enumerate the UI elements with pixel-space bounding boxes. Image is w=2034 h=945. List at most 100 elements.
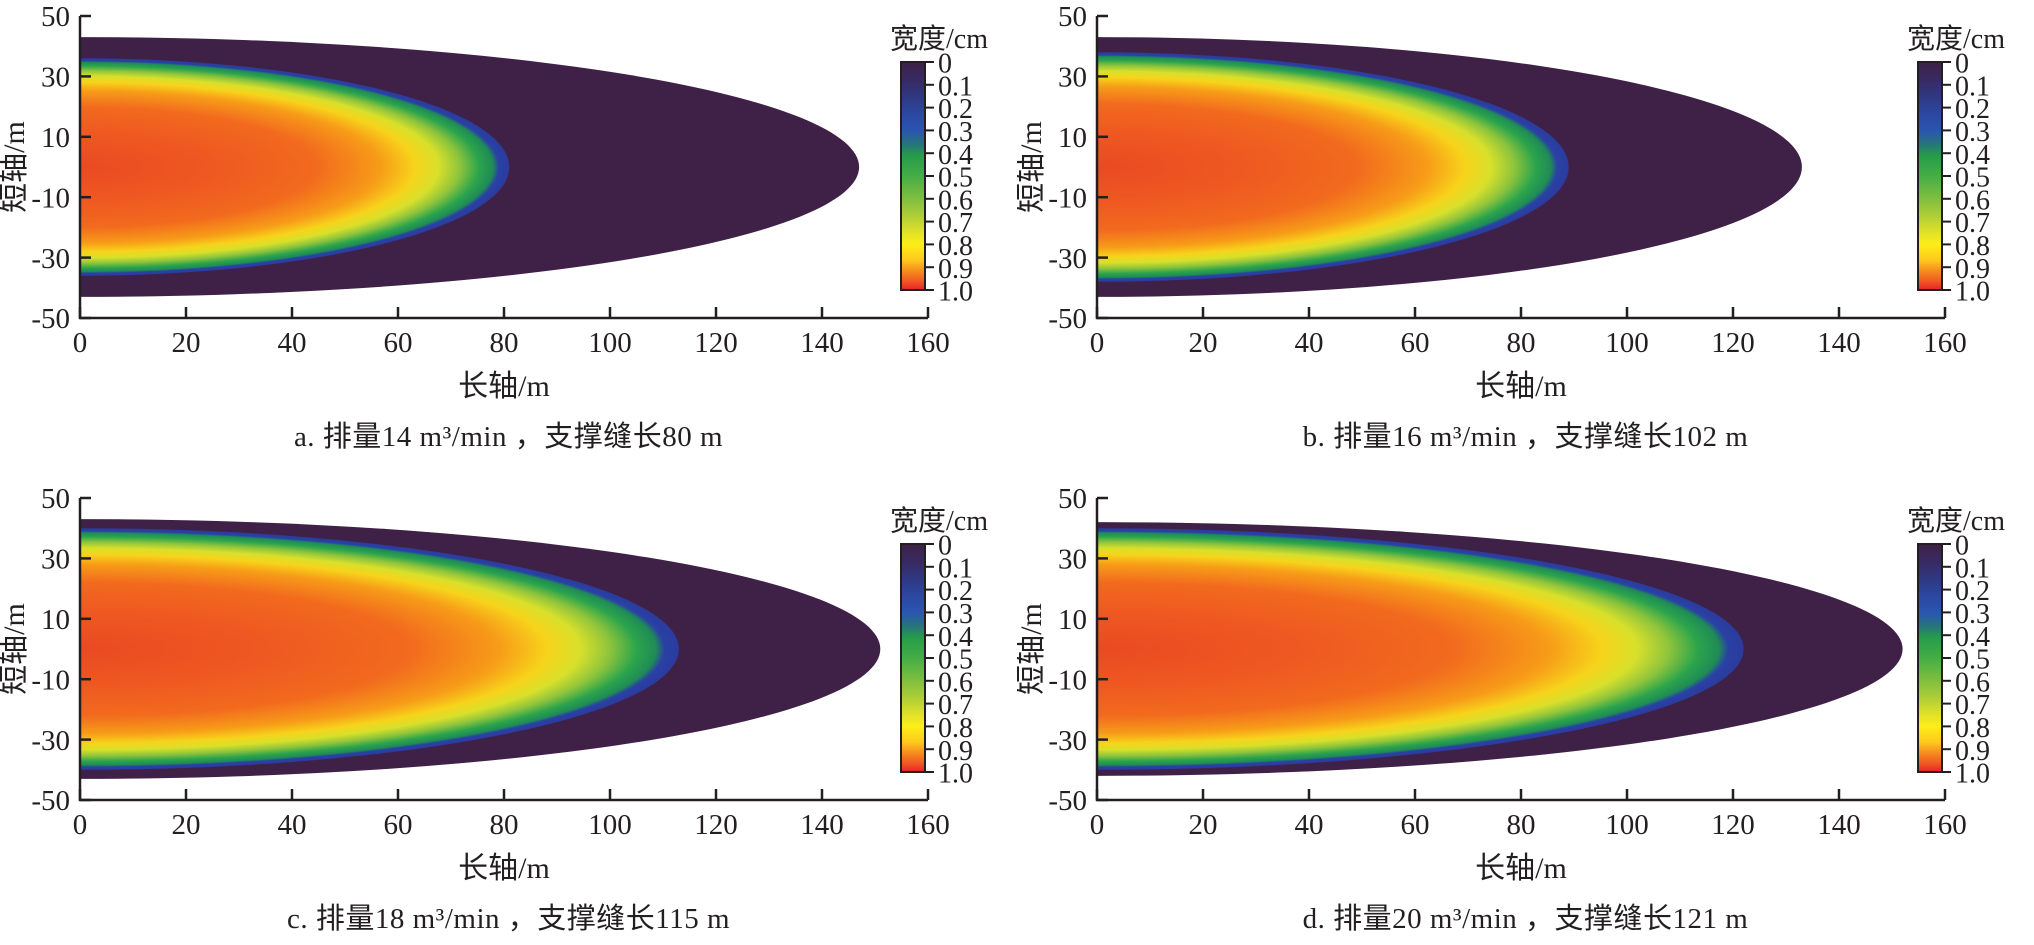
- y-axis-title: 短轴/m: [1017, 121, 1048, 213]
- x-axis-title: 长轴/m: [1475, 370, 1567, 403]
- colorbar-title: 宽度/cm: [1907, 505, 2005, 537]
- fracture-map: [80, 519, 881, 779]
- fracture-map: [1097, 522, 1903, 776]
- colorbar-tick-label: 0.8: [938, 713, 973, 744]
- x-axis-title: 长轴/m: [1475, 852, 1567, 885]
- y-tick-label: -10: [1048, 182, 1087, 214]
- x-tick-label: 60: [1401, 327, 1430, 359]
- panel-a: 0 20 40 60 80 100 120 140 160 50 30 10 -10 -30 -50 长轴/m…: [0, 0, 1017, 472]
- colorbar-tick-label: 0.1: [938, 553, 973, 584]
- colorbar-tick-label: 0.1: [1955, 71, 1990, 102]
- x-tick-label: 100: [1605, 327, 1649, 359]
- colorbar-title: 宽度/cm: [890, 23, 988, 55]
- y-tick-label: 10: [1058, 122, 1087, 154]
- propped-region: [1097, 52, 1569, 282]
- colorbar-tick-label: 0.4: [1955, 140, 1990, 171]
- colorbar-gradient: [1917, 61, 1943, 291]
- fracture-map: [1097, 37, 1802, 297]
- colorbar-tick-label: 0.2: [1955, 94, 1990, 125]
- x-tick-label: 60: [1401, 809, 1430, 841]
- colorbar-gradient: [1917, 543, 1943, 773]
- colorbar-tick-label: 0: [938, 49, 952, 80]
- x-tick-label: 140: [800, 809, 844, 841]
- y-tick-label: -30: [31, 725, 70, 757]
- colorbar-tick-label: 0: [1955, 49, 1969, 80]
- caption-d: d. 排量20 m³/min ，支撑缝长121 m: [1302, 903, 1749, 935]
- propped-region: [80, 528, 679, 770]
- colorbar: 00.10.20.30.40.50.60.70.80.91.0 宽度/cm: [890, 23, 988, 308]
- x-tick-label: 160: [906, 327, 950, 359]
- y-tick-label: 50: [1058, 483, 1087, 515]
- y-tick-label: 10: [41, 604, 70, 636]
- colorbar-tick-label: 0.5: [938, 645, 973, 676]
- x-tick-label: 160: [906, 809, 950, 841]
- colorbar-tick-label: 1.0: [938, 277, 973, 308]
- colorbar-tick-label: 0.5: [1955, 163, 1990, 194]
- caption-c: c. 排量18 m³/min ，支撑缝长115 m: [286, 903, 731, 935]
- caption-a: a. 排量14 m³/min ，支撑缝长80 m: [293, 421, 724, 453]
- x-tick-label: 0: [73, 809, 88, 841]
- x-tick-label: 40: [1295, 809, 1324, 841]
- y-tick-label: 30: [1058, 544, 1087, 576]
- colorbar-tick-label: 0.2: [938, 576, 973, 607]
- x-tick-label: 140: [1817, 809, 1861, 841]
- y-tick-label: 10: [41, 122, 70, 154]
- colorbar-tick-label: 0.1: [1955, 553, 1990, 584]
- y-tick-label: 50: [1058, 1, 1087, 33]
- y-tick-label: 30: [41, 544, 70, 576]
- y-axis-title: 短轴/m: [1017, 603, 1048, 695]
- x-tick-label: 0: [1090, 327, 1105, 359]
- colorbar-tick-label: 0.8: [1955, 713, 1990, 744]
- x-tick-label: 120: [1711, 327, 1755, 359]
- x-tick-label: 60: [384, 809, 413, 841]
- y-tick-label: 50: [41, 483, 70, 515]
- colorbar-tick-label: 0: [938, 531, 952, 562]
- x-tick-label: 0: [73, 327, 88, 359]
- colorbar-title: 宽度/cm: [890, 505, 988, 537]
- colorbar-tick-label: 0.7: [1955, 208, 1990, 239]
- colorbar: 00.10.20.30.40.50.60.70.80.91.0 宽度/cm: [1907, 505, 2005, 790]
- y-tick-label: -10: [1048, 664, 1087, 696]
- y-tick-label: -30: [1048, 243, 1087, 275]
- colorbar-tick-label: 0.6: [1955, 667, 1990, 698]
- colorbar-tick-label: 0.5: [1955, 645, 1990, 676]
- x-tick-label: 20: [1189, 327, 1218, 359]
- x-tick-label: 40: [1295, 327, 1324, 359]
- x-tick-label: 0: [1090, 809, 1105, 841]
- colorbar-tick-label: 0.3: [938, 117, 973, 148]
- y-tick-label: 10: [1058, 604, 1087, 636]
- panel-d: 0 20 40 60 80 100 120 140 160 50 30 10 -10 -30 -50 长轴/m…: [1017, 472, 2034, 945]
- x-tick-label: 40: [278, 809, 307, 841]
- y-axis-title: 短轴/m: [0, 121, 31, 213]
- x-tick-label: 120: [694, 327, 738, 359]
- y-tick-label: -10: [31, 664, 70, 696]
- colorbar-tick-label: 0.7: [938, 690, 973, 721]
- propped-region: [1097, 528, 1744, 770]
- x-tick-label: 80: [490, 327, 519, 359]
- x-tick-label: 20: [172, 809, 201, 841]
- colorbar-tick-label: 0.3: [1955, 117, 1990, 148]
- x-tick-label: 100: [1605, 809, 1649, 841]
- panel-b: 0 20 40 60 80 100 120 140 160 50 30 10 -10 -30 -50 长轴/m…: [1017, 0, 2034, 472]
- colorbar-tick-label: 0.9: [938, 254, 973, 285]
- y-tick-label: 50: [41, 1, 70, 33]
- x-tick-label: 100: [588, 809, 632, 841]
- colorbar-tick-label: 0.5: [938, 163, 973, 194]
- colorbar-tick-label: 0.8: [938, 231, 973, 262]
- y-tick-label: -50: [1048, 303, 1087, 335]
- colorbar-tick-label: 1.0: [938, 759, 973, 790]
- y-axis-title: 短轴/m: [0, 603, 31, 695]
- colorbar-tick-label: 0.6: [1955, 185, 1990, 216]
- colorbar: 00.10.20.30.40.50.60.70.80.91.0 宽度/cm: [1907, 23, 2005, 308]
- colorbar-tick-label: 0.1: [938, 71, 973, 102]
- plot-c: 0 20 40 60 80 100 120 140 160 50 30 10 -10 -30 -50 长轴/m…: [0, 483, 988, 885]
- colorbar-tick-label: 0.7: [938, 208, 973, 239]
- y-tick-label: -30: [1048, 725, 1087, 757]
- colorbar-tick-label: 0.4: [938, 140, 973, 171]
- x-tick-label: 80: [1507, 327, 1536, 359]
- colorbar-tick-label: 0.4: [1955, 622, 1990, 653]
- colorbar-tick-label: 0.6: [938, 667, 973, 698]
- colorbar-tick-label: 0.8: [1955, 231, 1990, 262]
- propped-region: [80, 58, 510, 276]
